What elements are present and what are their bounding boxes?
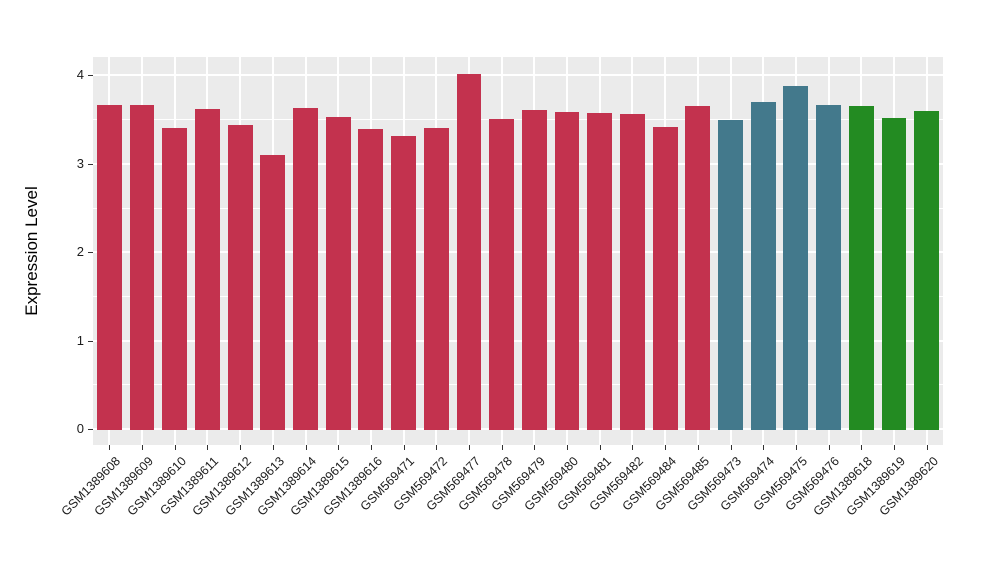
x-tick-mark	[893, 445, 895, 450]
x-tick-mark	[338, 445, 340, 450]
bar-GSM569485	[685, 106, 711, 430]
minor-gridline	[93, 295, 943, 297]
minor-gridline	[93, 207, 943, 209]
bar-GSM569475	[783, 86, 809, 430]
x-tick-mark	[468, 445, 470, 450]
y-tick-label: 2	[76, 244, 84, 260]
bar-GSM1389620	[914, 110, 940, 430]
x-tick-label-text: GSM1389620	[876, 454, 941, 519]
bar-GSM1389609	[129, 105, 155, 430]
bar-GSM1389615	[325, 116, 351, 430]
bar-GSM1389618	[848, 106, 874, 430]
x-tick-mark	[795, 445, 797, 450]
x-tick-mark	[665, 445, 667, 450]
y-tick-mark	[88, 252, 93, 254]
y-tick-label: 4	[76, 67, 84, 83]
x-tick-mark	[763, 445, 765, 450]
bar-GSM569484	[652, 126, 678, 430]
bar-GSM569479	[521, 109, 547, 430]
y-tick-label: 1	[76, 332, 84, 348]
x-tick-mark	[240, 445, 242, 450]
x-tick-mark	[861, 445, 863, 450]
x-tick-mark	[599, 445, 601, 450]
bar-GSM569472	[423, 127, 449, 430]
x-tick-mark	[926, 445, 928, 450]
x-tick-mark	[142, 445, 144, 450]
bar-GSM1389608	[96, 105, 122, 430]
bar-GSM1389610	[162, 127, 188, 430]
x-tick-mark	[534, 445, 536, 450]
major-gridline	[93, 428, 943, 430]
bar-GSM569477	[456, 73, 482, 430]
y-tick-label: 3	[76, 155, 84, 171]
y-tick-mark	[88, 75, 93, 77]
x-tick-mark	[828, 445, 830, 450]
x-tick-mark	[109, 445, 111, 450]
x-tick-mark	[697, 445, 699, 450]
bar-GSM1389616	[358, 129, 384, 430]
bar-GSM1389612	[227, 124, 253, 430]
y-axis-title-text: Expression Level	[22, 186, 41, 316]
bar-GSM569482	[620, 114, 645, 430]
bar-GSM569481	[587, 112, 613, 430]
bar-GSM1389619	[881, 117, 907, 430]
x-tick-mark	[174, 445, 176, 450]
major-gridline	[93, 251, 943, 254]
y-tick-mark	[88, 340, 93, 342]
bar-GSM1389613	[260, 154, 286, 430]
bar-GSM1389611	[195, 108, 220, 430]
bar-GSM569473	[718, 120, 743, 430]
y-tick-label: 0	[76, 421, 84, 436]
bar-GSM569474	[750, 101, 776, 430]
x-tick-mark	[501, 445, 503, 450]
x-tick-mark	[370, 445, 372, 450]
bar-GSM569480	[554, 111, 580, 430]
bar-GSM1389614	[293, 108, 318, 430]
major-gridline	[93, 339, 943, 342]
minor-gridline	[93, 119, 943, 121]
bar-GSM569478	[489, 118, 515, 430]
major-gridline	[93, 74, 943, 77]
major-gridline	[93, 162, 943, 165]
y-tick-mark	[88, 429, 93, 430]
x-tick-mark	[272, 445, 274, 450]
x-tick-mark	[403, 445, 405, 450]
x-tick-mark	[436, 445, 438, 450]
x-tick-mark	[305, 445, 307, 450]
plot-panel	[93, 57, 943, 445]
bar-GSM569471	[391, 136, 416, 430]
x-tick-mark	[567, 445, 569, 450]
minor-gridline	[93, 384, 943, 386]
bar-GSM569476	[816, 104, 841, 430]
x-tick-mark	[730, 445, 732, 450]
y-tick-mark	[88, 163, 93, 165]
x-tick-mark	[632, 445, 634, 450]
x-tick-mark	[207, 445, 209, 450]
